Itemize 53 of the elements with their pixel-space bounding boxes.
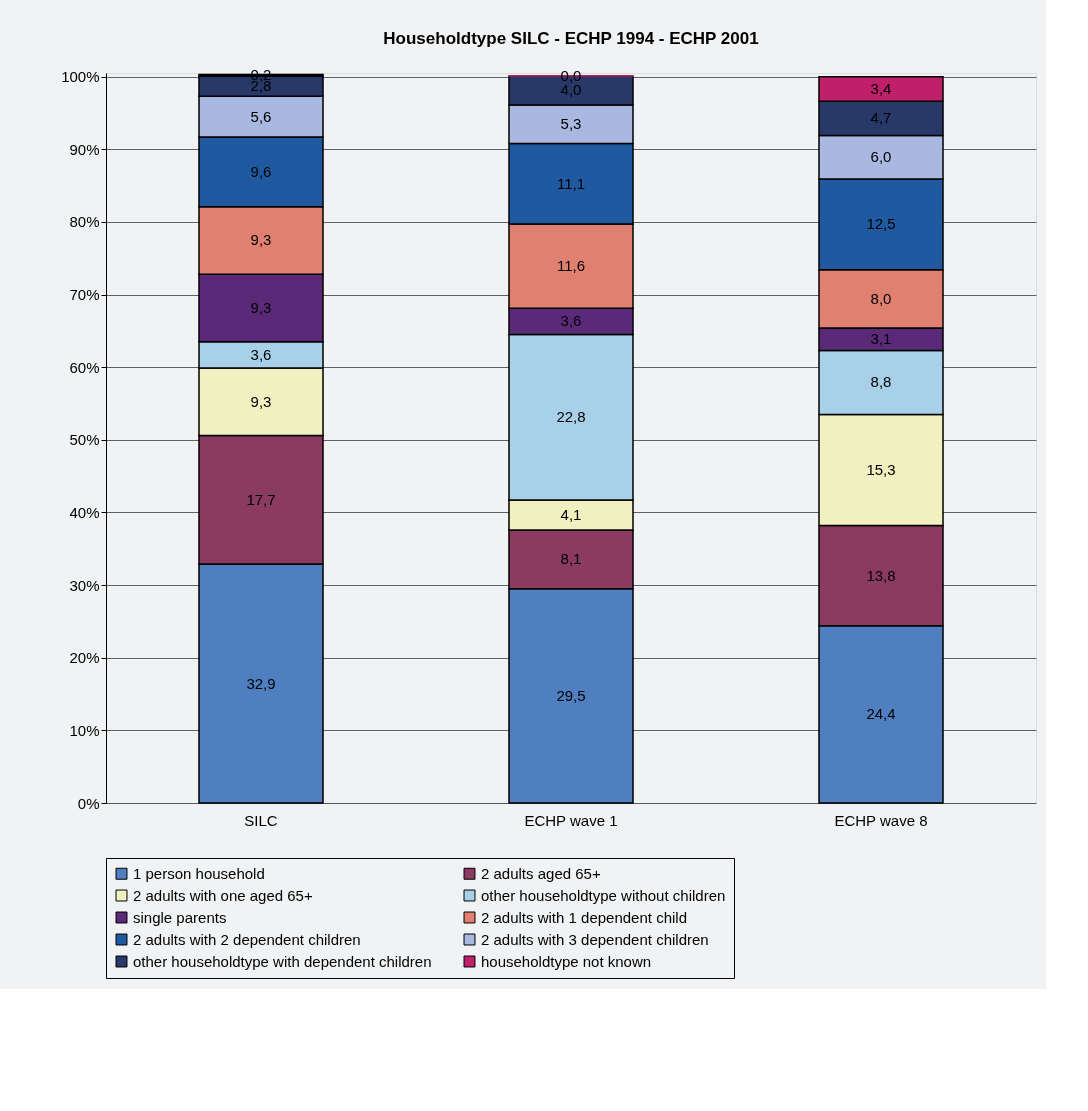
y-tick-label: 50%	[69, 431, 100, 449]
data-label: 9,3	[250, 298, 272, 316]
data-label: 3,1	[870, 330, 892, 348]
legend-label: other householdtype without children	[481, 886, 726, 904]
data-label: 17,7	[246, 490, 276, 508]
x-tick-label: ECHP wave 8	[834, 811, 928, 829]
data-label: 4,1	[560, 506, 582, 523]
x-tick-label: SILC	[244, 811, 278, 829]
legend-label: 1 person household	[133, 864, 265, 882]
x-tick-label: ECHP wave 1	[524, 811, 618, 829]
legend-label: householdtype not known	[481, 952, 652, 970]
y-tick-label: 40%	[69, 503, 100, 521]
data-label: 4,0	[560, 81, 582, 99]
data-label: 13,8	[866, 566, 896, 584]
legend-label: 2 adults with one aged 65+	[133, 886, 313, 904]
y-tick-label: 80%	[69, 213, 100, 231]
y-tick-label: 60%	[69, 358, 100, 376]
data-label: 9,6	[250, 162, 272, 180]
data-label: 3,4	[870, 79, 892, 97]
data-label: 8,0	[870, 289, 892, 307]
legend-label: single parents	[133, 908, 227, 926]
data-label: 9,3	[250, 392, 272, 410]
chart-title: Householdtype SILC - ECHP 1994 - ECHP 2001	[383, 29, 759, 49]
legend-label: other householdtype with dependent children	[133, 952, 432, 970]
y-tick-label: 70%	[69, 286, 100, 304]
legend-label: 2 adults with 2 dependent children	[133, 930, 361, 948]
data-label: 3,6	[250, 345, 272, 363]
data-label: 12,5	[866, 215, 896, 233]
data-label: 11,6	[556, 257, 586, 275]
legend-label: 2 adults aged 65+	[481, 864, 601, 882]
legend-label: 2 adults with 1 dependent child	[481, 908, 687, 926]
data-label: 29,5	[556, 686, 586, 704]
y-tick-label: 0%	[77, 794, 100, 812]
data-label: 5,3	[560, 115, 582, 133]
data-label: 9,3	[250, 231, 272, 249]
data-label: 22,8	[556, 408, 586, 426]
data-label: 3,6	[560, 312, 582, 330]
y-tick-label: 90%	[69, 140, 100, 158]
data-label: 24,4	[866, 705, 896, 723]
legend-label: 2 adults with 3 dependent children	[481, 930, 709, 948]
y-tick-label: 10%	[69, 721, 100, 739]
y-tick-label: 30%	[69, 576, 100, 594]
data-label: 6,0	[870, 148, 892, 166]
data-label: 8,1	[560, 550, 582, 568]
data-label: 32,9	[246, 674, 276, 692]
data-label: 5,6	[250, 107, 272, 125]
data-label: 0,0	[560, 66, 582, 84]
data-label: 4,7	[870, 109, 892, 127]
y-tick-label: 20%	[69, 649, 100, 667]
y-tick-label: 100%	[61, 68, 100, 86]
data-label: 15,3	[866, 460, 896, 478]
data-label: 8,8	[870, 373, 892, 391]
data-label: 11,1	[556, 174, 586, 192]
